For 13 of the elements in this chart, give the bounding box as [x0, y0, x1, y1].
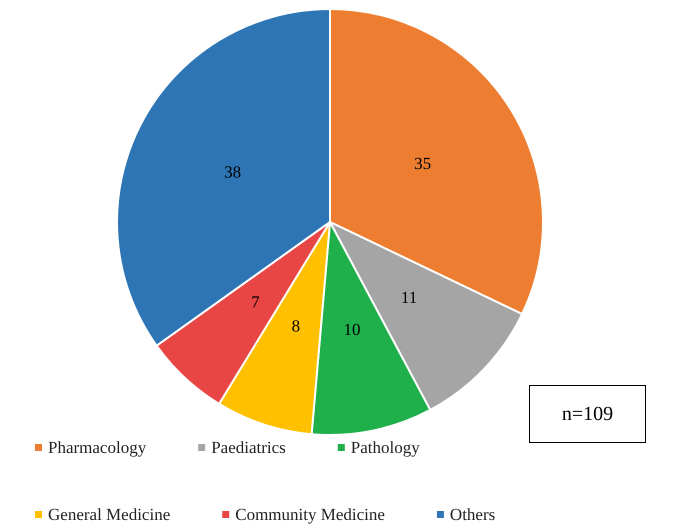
data-label: 11	[400, 288, 418, 308]
data-label: 7	[251, 292, 260, 312]
data-label: 38	[224, 162, 242, 182]
legend-label: General Medicine	[48, 505, 170, 524]
data-label: 35	[414, 154, 432, 174]
legend-label: Pathology	[350, 438, 420, 457]
data-label: 8	[292, 316, 300, 336]
text: n=109	[529, 385, 646, 443]
legend-label: Pharmacology	[48, 438, 147, 457]
legend-label: Community Medicine	[235, 505, 385, 524]
data-label: 10	[343, 320, 360, 339]
legend-label: Others	[450, 505, 496, 524]
legend-label: Paediatrics	[211, 438, 286, 457]
